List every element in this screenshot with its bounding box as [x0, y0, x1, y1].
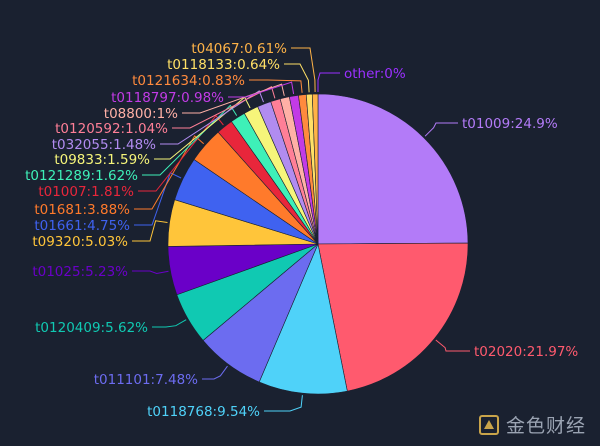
leader-line	[435, 339, 470, 352]
leader-line	[154, 96, 251, 160]
watermark-text: 金色财经	[505, 415, 586, 437]
leader-line	[202, 365, 228, 380]
slice-label: t0121289:1.62%	[25, 168, 138, 184]
slice-label: t0120409:5.62%	[35, 320, 148, 336]
slice-label: t0118768:9.54%	[147, 404, 260, 420]
leader-line	[172, 85, 276, 129]
leader-line	[317, 72, 340, 92]
jinse-logo-icon	[478, 414, 499, 435]
slice-label: t01681:3.88%	[34, 202, 130, 218]
slice-label: t04067:0.61%	[191, 41, 287, 57]
slice-label: t01009:24.9%	[462, 116, 558, 132]
slice-label: t09320:5.03%	[32, 234, 128, 250]
pie-slice[interactable]	[317, 242, 469, 392]
leader-line	[134, 135, 205, 210]
slice-labels: t01009:24.9% t02020:21.97% t0118768:9.54% t…	[25, 41, 578, 420]
slice-label: t09833:1.59%	[54, 152, 150, 168]
leader-line	[142, 104, 238, 176]
slice-label: t01661:4.75%	[34, 218, 130, 234]
watermark: 金色财经	[478, 411, 586, 438]
slice-label: t0121634:0.83%	[132, 73, 245, 89]
slice-label: t08800:1%	[104, 106, 178, 122]
leader-line	[152, 319, 187, 328]
leader-line	[132, 220, 168, 242]
slice-label: t032055:1.48%	[52, 137, 156, 153]
leader-line	[284, 63, 310, 93]
pie-slice[interactable]	[311, 93, 319, 245]
slice-label: t0120592:1.04%	[55, 121, 168, 137]
leader-line	[182, 83, 285, 114]
slice-label: other:0%	[344, 66, 406, 82]
leader-line	[134, 172, 182, 226]
pie-slices	[167, 93, 469, 395]
leader-line	[160, 90, 264, 145]
leader-line	[138, 114, 224, 192]
leader-line	[291, 47, 316, 93]
slice-label: t01007:1.81%	[38, 184, 134, 200]
slice-label: t01025:5.23%	[32, 264, 128, 280]
leader-line	[264, 395, 303, 412]
leader-lines	[132, 47, 470, 412]
slice-label: t0118133:0.64%	[167, 57, 280, 73]
pie-slice[interactable]	[317, 93, 469, 245]
slice-label: t02020:21.97%	[474, 344, 578, 360]
leader-line	[132, 270, 169, 275]
pie-slice[interactable]	[258, 242, 348, 395]
slice-label: t011101:7.48%	[94, 372, 198, 388]
slice-label: t0118797:0.98%	[111, 90, 224, 106]
leader-line	[228, 81, 295, 98]
leader-line	[249, 79, 303, 93]
leader-line	[424, 122, 458, 137]
